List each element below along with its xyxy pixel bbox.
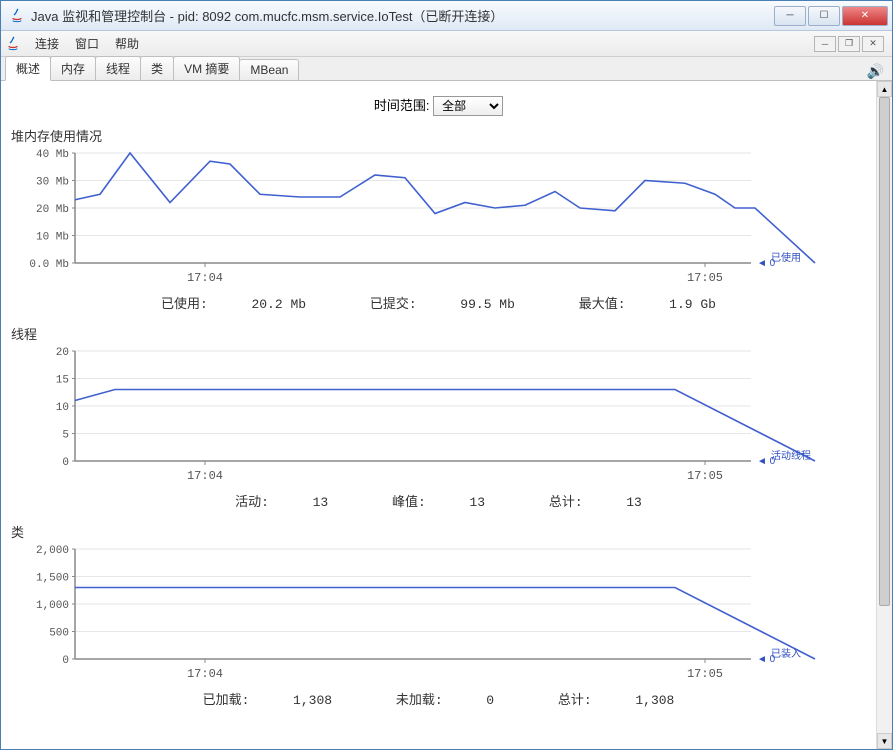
svg-text:10 Mb: 10 Mb — [36, 232, 69, 244]
threads-title: 线程 — [11, 324, 866, 343]
svg-text:17:05: 17:05 — [687, 667, 723, 681]
threads-peak-label: 峰值: — [392, 495, 426, 510]
heap-used-value: 20.2 Mb — [251, 297, 306, 312]
heap-max-value: 1.9 Gb — [669, 297, 716, 312]
svg-text:17:05: 17:05 — [687, 469, 723, 483]
time-range-row: 时间范围: 全部 — [11, 89, 866, 126]
heap-chart: 0.0 Mb 10 Mb 20 Mb 30 Mb 40 Mb 17:04 17:05 已使用… — [11, 147, 866, 287]
tab-0[interactable]: 概述 — [5, 56, 51, 81]
time-range-select[interactable]: 全部 — [433, 96, 503, 116]
inner-window-controls: ─ ❐ ✕ — [814, 36, 888, 52]
svg-text:2,000: 2,000 — [36, 545, 69, 557]
svg-text:0: 0 — [62, 457, 69, 469]
tab-4[interactable]: VM 摘要 — [173, 56, 240, 80]
scroll-area: 时间范围: 全部 堆内存使用情况 0.0 Mb 10 Mb 20 Mb 30 Mb 40… — [1, 81, 876, 749]
tab-1[interactable]: 内存 — [50, 56, 96, 80]
svg-text:40 Mb: 40 Mb — [36, 149, 69, 161]
scroll-thumb[interactable] — [879, 97, 890, 606]
svg-text:1,000: 1,000 — [36, 600, 69, 612]
menu-window[interactable]: 窗口 — [67, 35, 107, 52]
classes-unloaded-value: 0 — [486, 693, 494, 708]
svg-text:15: 15 — [56, 375, 69, 387]
classes-chart: 0 500 1,000 1,500 2,000 17:04 17:05 已装入 ◄ 0 — [11, 543, 866, 683]
heap-title: 堆内存使用情况 — [11, 126, 866, 145]
threads-live-value: 13 — [313, 495, 329, 510]
menubar: 连接 窗口 帮助 ─ ❐ ✕ — [1, 31, 892, 57]
minimize-button[interactable]: ─ — [774, 6, 806, 26]
tab-3[interactable]: 类 — [140, 56, 174, 80]
menu-help[interactable]: 帮助 — [107, 35, 147, 52]
time-range-label: 时间范围: — [374, 98, 430, 113]
scroll-down-icon[interactable]: ▼ — [877, 733, 892, 749]
heap-legend: 已使用 — [771, 249, 801, 264]
java-icon — [5, 36, 21, 52]
svg-text:30 Mb: 30 Mb — [36, 177, 69, 189]
classes-panel: 类 05001,0001,5002,00017:0417:05 已装入 ◄ 0 … — [11, 522, 866, 712]
svg-text:20: 20 — [56, 347, 69, 359]
threads-live-label: 活动: — [235, 495, 269, 510]
svg-text:20 Mb: 20 Mb — [36, 204, 69, 216]
svg-text:17:04: 17:04 — [187, 271, 223, 285]
maximize-button[interactable]: ☐ — [808, 6, 840, 26]
close-button[interactable]: ✕ — [842, 6, 888, 26]
classes-stats: 已加载: 1,308 未加载: 0 总计: 1,308 — [11, 683, 866, 712]
svg-text:17:05: 17:05 — [687, 271, 723, 285]
threads-total-value: 13 — [626, 495, 642, 510]
heap-used-label: 已使用: — [161, 297, 208, 312]
inner-close-button[interactable]: ✕ — [862, 36, 884, 52]
svg-text:17:04: 17:04 — [187, 667, 223, 681]
classes-marker: ◄ 0 — [757, 654, 775, 665]
menu-connect[interactable]: 连接 — [27, 35, 67, 52]
tab-5[interactable]: MBean — [239, 59, 299, 80]
classes-title: 类 — [11, 522, 866, 541]
svg-text:17:04: 17:04 — [187, 469, 223, 483]
sound-icon[interactable]: 🔊 — [867, 63, 884, 80]
inner-window: 连接 窗口 帮助 ─ ❐ ✕ 概述内存线程类VM 摘要MBean 🔊 时间范围:… — [1, 31, 892, 749]
svg-text:1,500: 1,500 — [36, 573, 69, 585]
window-controls: ─ ☐ ✕ — [772, 6, 888, 26]
threads-chart: 0 5 10 15 20 17:04 17:05 活动线程 ◄ 0 — [11, 345, 866, 485]
svg-text:500: 500 — [49, 628, 69, 640]
threads-stats: 活动: 13 峰值: 13 总计: 13 — [11, 485, 866, 514]
content-area: 时间范围: 全部 堆内存使用情况 0.0 Mb 10 Mb 20 Mb 30 Mb 40… — [1, 81, 892, 749]
inner-minimize-button[interactable]: ─ — [814, 36, 836, 52]
classes-loaded-label: 已加载: — [203, 693, 250, 708]
heap-marker: ◄ 0 — [757, 258, 775, 269]
heap-panel: 堆内存使用情况 0.0 Mb 10 Mb 20 Mb 30 Mb 40 Mb 17:04 1… — [11, 126, 866, 316]
window-title: Java 监视和管理控制台 - pid: 8092 com.mucfc.msm.… — [31, 6, 772, 25]
threads-peak-value: 13 — [469, 495, 485, 510]
threads-panel: 线程 0 5 10 15 20 17:04 17:05 活动线程 ◄ 0 活动: 13 峰值… — [11, 324, 866, 514]
threads-marker: ◄ 0 — [757, 456, 775, 467]
svg-text:5: 5 — [62, 430, 69, 442]
svg-text:0: 0 — [62, 655, 69, 667]
threads-total-label: 总计: — [549, 495, 583, 510]
classes-legend: 已装入 — [771, 645, 801, 660]
classes-loaded-value: 1,308 — [293, 693, 332, 708]
tab-2[interactable]: 线程 — [95, 56, 141, 80]
threads-legend: 活动线程 — [771, 447, 811, 462]
inner-restore-button[interactable]: ❐ — [838, 36, 860, 52]
svg-text:0.0 Mb: 0.0 Mb — [29, 259, 69, 271]
vertical-scrollbar[interactable]: ▲ ▼ — [876, 81, 892, 749]
heap-max-label: 最大值: — [579, 297, 626, 312]
scroll-up-icon[interactable]: ▲ — [877, 81, 892, 97]
classes-total-value: 1,308 — [635, 693, 674, 708]
heap-committed-value: 99.5 Mb — [460, 297, 515, 312]
tabbar: 概述内存线程类VM 摘要MBean 🔊 — [1, 57, 892, 81]
tabbar-right: 🔊 — [867, 63, 892, 80]
outer-window: Java 监视和管理控制台 - pid: 8092 com.mucfc.msm.… — [0, 0, 893, 750]
java-icon — [9, 8, 25, 24]
svg-text:10: 10 — [56, 402, 69, 414]
classes-total-label: 总计: — [558, 693, 592, 708]
titlebar: Java 监视和管理控制台 - pid: 8092 com.mucfc.msm.… — [1, 1, 892, 31]
classes-unloaded-label: 未加载: — [396, 693, 443, 708]
heap-committed-label: 已提交: — [370, 297, 417, 312]
heap-stats: 已使用: 20.2 Mb 已提交: 99.5 Mb 最大值: 1.9 Gb — [11, 287, 866, 316]
